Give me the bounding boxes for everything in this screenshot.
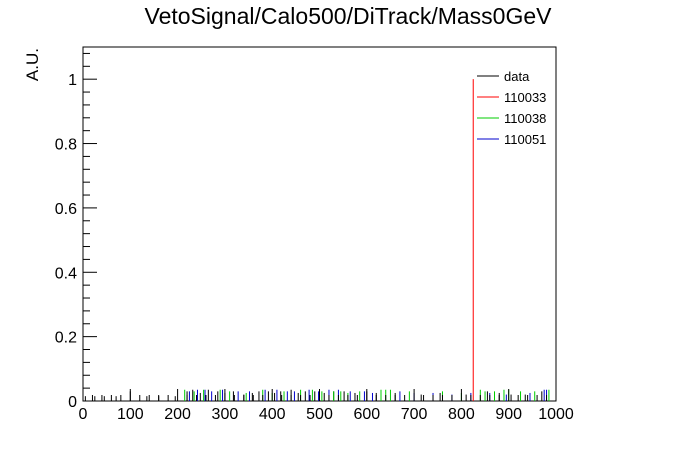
y-axis: 0 0.2 0.4 0.6 0.8 1: [55, 52, 97, 411]
x-tick-label: 0: [79, 406, 88, 423]
x-tick-label: 300: [212, 406, 239, 423]
x-tick-label: 500: [306, 406, 333, 423]
x-tick-label: 100: [117, 406, 144, 423]
plot-frame: [82, 46, 557, 402]
x-tick-label: 900: [495, 406, 522, 423]
x-tick-label: 400: [259, 406, 286, 423]
y-axis-label: A.U.: [23, 48, 42, 81]
legend-label: 110033: [504, 90, 546, 105]
y-tick-label: 0.8: [55, 137, 77, 154]
y-tick-label: 0: [68, 394, 77, 411]
legend-label: data: [504, 69, 530, 84]
x-axis: 0 100 200 300 400 500 600 700 800 900 1000: [79, 389, 574, 423]
y-tick-label: 0.2: [55, 330, 77, 347]
legend: data 110033 110038 110051: [477, 69, 546, 147]
x-tick-label: 200: [164, 406, 191, 423]
y-tick-label: 0.6: [55, 201, 77, 218]
x-tick-label: 800: [448, 406, 475, 423]
y-tick-label: 1: [68, 72, 77, 89]
x-tick-label: 600: [353, 406, 380, 423]
legend-label: 110051: [504, 132, 546, 147]
y-tick-label: 0.4: [55, 265, 77, 282]
data-spikes: [84, 79, 550, 401]
chart-title: VetoSignal/Calo500/DiTrack/Mass0GeV: [145, 3, 553, 29]
x-tick-label: 700: [401, 406, 428, 423]
x-tick-label: 1000: [538, 406, 574, 423]
legend-label: 110038: [504, 111, 546, 126]
